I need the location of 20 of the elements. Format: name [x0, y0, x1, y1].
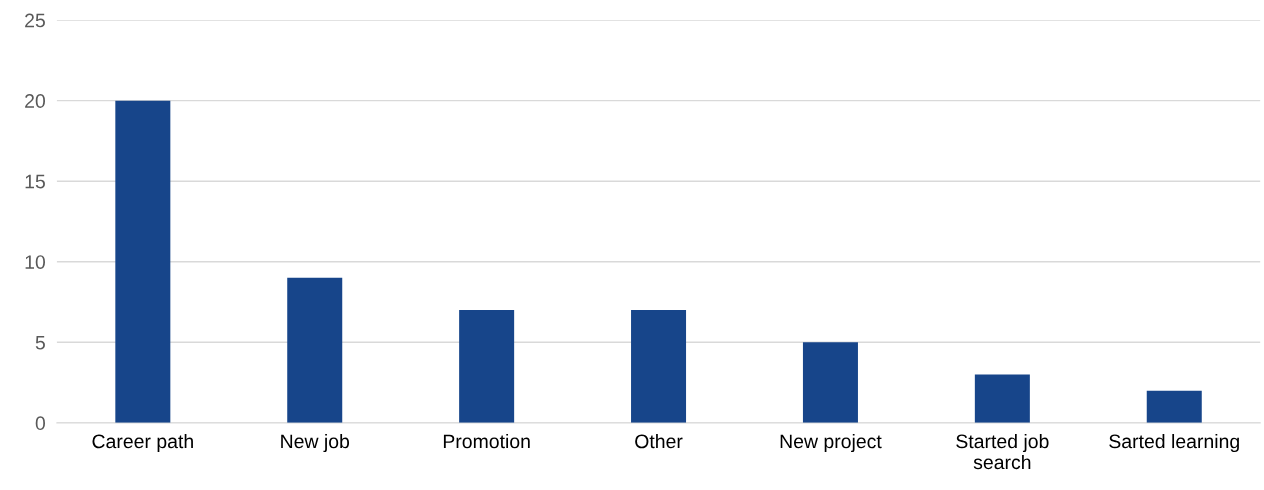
- x-tick-label: Other: [635, 433, 683, 449]
- y-tick-label: 15: [25, 174, 45, 189]
- x-tick-label: Started job search: [956, 433, 1049, 470]
- x-tick-label: Promotion: [443, 433, 530, 449]
- bar: [287, 277, 343, 423]
- bar: [1146, 390, 1202, 423]
- bar: [115, 100, 171, 423]
- x-tick-label: New project: [780, 433, 882, 453]
- y-tick-label: 25: [25, 13, 45, 28]
- bar: [974, 374, 1030, 423]
- y-tick-label: 5: [35, 335, 45, 350]
- y-tick-label: 20: [25, 94, 46, 108]
- x-tick-label: New job: [281, 433, 350, 453]
- y-tick-label: 0: [35, 416, 46, 431]
- bar: [802, 342, 858, 423]
- y-tick-label: 10: [25, 255, 46, 269]
- bar: [459, 310, 515, 423]
- bar: [631, 310, 687, 423]
- x-tick-label: Career path: [92, 433, 193, 453]
- x-tick-label: Sarted learning: [1109, 433, 1239, 453]
